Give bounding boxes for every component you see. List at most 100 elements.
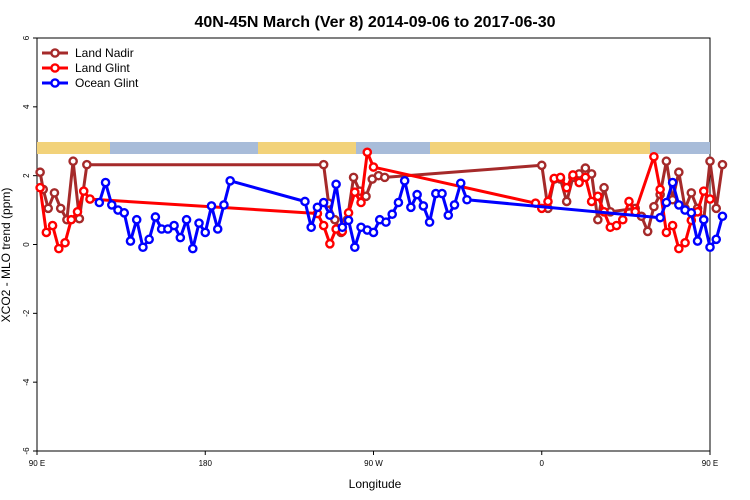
data-point-land-nadir: [686, 188, 697, 198]
data-point-ocean-glint: [674, 200, 684, 210]
data-point-ocean-glint: [368, 227, 379, 238]
data-point-land-nadir: [561, 196, 572, 207]
data-point-ocean-glint: [119, 208, 130, 218]
data-point-land-glint: [85, 194, 95, 204]
data-point-land-glint: [561, 182, 572, 193]
data-point-land-glint: [586, 196, 597, 207]
data-point-land-glint: [41, 227, 52, 238]
data-point-land-glint: [78, 186, 89, 196]
data-point-land-glint: [680, 237, 690, 248]
data-point-land-glint: [54, 243, 64, 254]
data-point-ocean-glint: [125, 236, 136, 246]
data-point-ocean-glint: [418, 201, 429, 211]
data-point-ocean-glint: [343, 215, 354, 226]
data-point-land-glint: [611, 220, 622, 231]
data-point-land-nadir: [379, 172, 390, 183]
data-point-ocean-glint: [181, 214, 192, 225]
map-strip-land-north-america: [258, 142, 356, 154]
y-axis-ticks: -6 -4 -2 0 2 4 6: [22, 35, 37, 455]
legend-item-ocean-glint: Ocean Glint: [42, 76, 139, 90]
data-point-ocean-glint: [381, 217, 391, 227]
data-point-land-nadir: [35, 167, 45, 178]
data-point-land-glint: [35, 182, 45, 193]
data-point-land-glint: [72, 207, 83, 217]
data-point-land-nadir: [348, 172, 359, 183]
data-point-ocean-glint: [100, 177, 111, 188]
data-point-land-glint: [325, 239, 335, 249]
data-point-land-glint: [698, 186, 709, 196]
data-point-ocean-glint: [131, 214, 142, 225]
data-point-land-glint: [705, 194, 715, 204]
data-point-land-nadir: [674, 167, 684, 178]
x-tick-label: 90 W: [364, 459, 383, 468]
series-layer: [35, 147, 728, 254]
data-point-ocean-glint: [206, 201, 217, 211]
map-strip-land-europe-asia: [430, 142, 650, 154]
x-axis-label: Longitude: [349, 477, 402, 491]
data-point-ocean-glint: [106, 200, 117, 210]
data-point-land-glint: [580, 172, 591, 183]
data-point-land-nadir: [593, 214, 603, 225]
data-point-ocean-glint: [686, 208, 697, 218]
data-point-ocean-glint: [225, 176, 235, 186]
series-line-ocean-glint: [97, 179, 724, 251]
chart-title: 40N-45N March (Ver 8) 2014-09-06 to 2017…: [194, 14, 555, 31]
data-point-land-nadir: [711, 203, 722, 214]
data-point-ocean-glint: [138, 242, 148, 253]
data-point-ocean-glint: [698, 214, 709, 225]
x-axis-ticks: 90 E 180 90 W 0 90 E: [29, 451, 718, 468]
data-point-ocean-glint: [661, 197, 672, 208]
data-point-land-glint: [624, 196, 634, 207]
legend-item-land-glint: Land Glint: [42, 61, 130, 75]
data-point-land-nadir: [318, 159, 329, 170]
data-point-ocean-glint: [200, 227, 211, 238]
data-point-land-glint: [555, 172, 566, 183]
legend-item-land-nadir: Land Nadir: [42, 46, 134, 60]
data-point-ocean-glint: [212, 224, 223, 234]
data-point-land-glint: [356, 197, 366, 208]
data-point-land-nadir: [536, 160, 547, 171]
data-point-ocean-glint: [94, 197, 105, 208]
data-point-ocean-glint: [325, 210, 335, 221]
data-point-ocean-glint: [144, 234, 154, 245]
data-point-land-glint: [368, 162, 379, 172]
data-point-ocean-glint: [443, 210, 454, 221]
map-strip: [37, 142, 710, 154]
data-point-ocean-glint: [387, 209, 397, 220]
data-point-land-glint: [66, 214, 77, 225]
data-point-land-glint: [47, 220, 58, 231]
data-point-land-nadir: [55, 203, 66, 214]
data-point-land-glint: [649, 151, 659, 162]
data-point-land-glint: [568, 170, 578, 180]
data-point-ocean-glint: [437, 188, 447, 199]
data-point-land-nadir: [49, 188, 60, 198]
legend-label: Ocean Glint: [75, 76, 139, 90]
data-point-ocean-glint: [705, 242, 715, 253]
y-axis-label: XCO2 - MLO trend (ppm): [0, 188, 13, 323]
data-point-ocean-glint: [150, 212, 161, 222]
y-tick-label: 2: [22, 173, 31, 178]
data-point-ocean-glint: [312, 202, 323, 213]
data-point-land-nadir: [580, 163, 591, 173]
data-point-ocean-glint: [717, 211, 728, 222]
data-point-land-nadir: [599, 182, 609, 193]
data-point-ocean-glint: [449, 200, 460, 210]
data-point-ocean-glint: [219, 200, 229, 210]
data-point-ocean-glint: [424, 217, 435, 227]
series-ocean-glint: [94, 176, 728, 254]
x-tick-label: 90 E: [702, 459, 718, 468]
y-tick-label: 4: [22, 104, 31, 109]
data-point-ocean-glint: [406, 202, 416, 213]
data-point-land-glint: [60, 237, 70, 248]
data-point-land-glint: [593, 191, 603, 202]
data-point-ocean-glint: [667, 177, 678, 188]
y-tick-label: 6: [22, 35, 31, 40]
data-point-ocean-glint: [306, 222, 316, 233]
x-tick-label: 90 E: [29, 459, 45, 468]
data-point-land-glint: [574, 177, 584, 188]
data-point-ocean-glint: [169, 220, 179, 231]
data-point-ocean-glint: [318, 197, 329, 208]
legend-label: Land Glint: [75, 61, 130, 75]
y-tick-label: -4: [22, 378, 31, 386]
